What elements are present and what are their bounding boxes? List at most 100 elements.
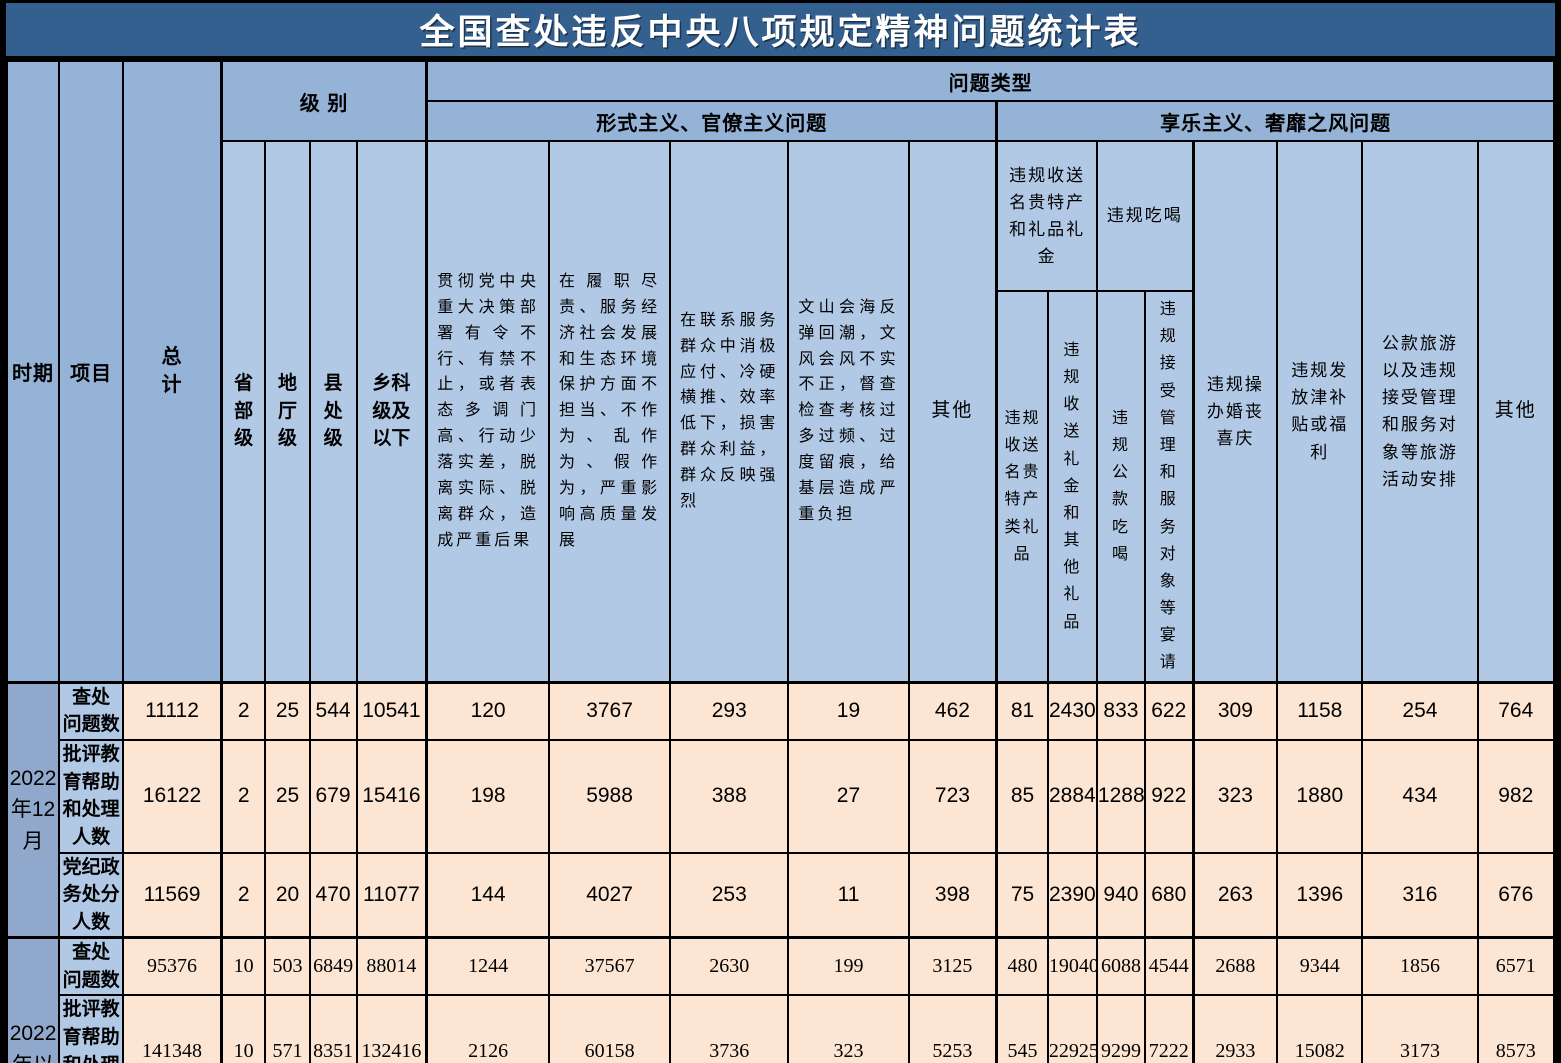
value-cell: 144: [425, 851, 550, 939]
table-row: 2022 年以 来 查处 问题数 95376105036849880141244…: [5, 936, 1556, 1063]
value-cell: 4027: [547, 851, 672, 939]
header-dining-public-funds: 违规公款吃喝: [1095, 289, 1146, 684]
value-cell: 1158: [1276, 680, 1364, 741]
value-cell: 571: [264, 994, 311, 1063]
value-cell: 434: [1361, 738, 1479, 854]
value-cell: 27: [787, 738, 910, 854]
header-gifts-group: 违规收送名贵特产和礼品礼金: [995, 140, 1098, 292]
table-row: 2022 年12 月 查处 问题数 11112 2 25 544 10541 120 376…: [5, 680, 1556, 939]
header-formalism-col-4: 文山会海反弹回潮，文风会风不实不正，督查检查考核过多过频、过度留痕，给基层造成严…: [787, 139, 910, 684]
value-cell: 120: [425, 680, 550, 741]
value-cell: 2933: [1191, 994, 1279, 1063]
header-period: 时期: [5, 59, 61, 684]
value-cell: 10541: [355, 680, 428, 741]
value-cell: 198: [425, 738, 550, 854]
header-formalism-group: 形式主义、官僚主义问题: [425, 100, 998, 142]
value-cell: 3736: [669, 994, 790, 1063]
value-cell: 20: [264, 851, 311, 939]
value-cell: 8351: [308, 994, 358, 1063]
value-cell: 16122: [122, 738, 223, 854]
item-cell: 批评教 育帮助 和处理 人数: [58, 994, 125, 1063]
header-total: 总 计: [122, 59, 223, 684]
value-cell: 544: [308, 680, 358, 741]
value-cell: 309: [1191, 680, 1279, 741]
value-cell: 1244: [425, 936, 550, 997]
header-dining-banquets: 违规接受管理和服务对象等宴请: [1143, 289, 1195, 684]
value-cell: 5988: [547, 738, 672, 854]
value-cell: 19040: [1046, 936, 1098, 997]
value-cell: 11112: [122, 680, 223, 741]
value-cell: 764: [1476, 680, 1556, 741]
value-cell: 3125: [907, 936, 998, 997]
value-cell: 10: [219, 994, 267, 1063]
value-cell: 316: [1361, 851, 1479, 939]
value-cell: 81: [995, 680, 1049, 741]
value-cell: 25: [264, 680, 311, 741]
value-cell: 6849: [308, 936, 358, 997]
header-level-township: 乡科 级及 以下: [355, 139, 428, 684]
header-gifts-cash: 违规收送礼金和其他礼品: [1046, 289, 1098, 684]
value-cell: 15082: [1276, 994, 1364, 1063]
value-cell: 2: [219, 851, 267, 939]
item-cell: 批评教 育帮助 和处理 人数: [58, 738, 125, 854]
value-cell: 7222: [1143, 994, 1195, 1063]
value-cell: 1396: [1276, 851, 1364, 939]
value-cell: 254: [1361, 680, 1479, 741]
header-level-group: 级 别: [219, 60, 428, 142]
value-cell: 2688: [1191, 936, 1279, 997]
statistics-table: 时期 项目 总 计 级 别 问题类型 形式主义、官僚主义问题 享乐主义、奢靡之风…: [5, 59, 1556, 1063]
value-cell: 25: [264, 738, 311, 854]
value-cell: 132416: [355, 994, 428, 1063]
value-cell: 75: [995, 851, 1049, 939]
item-cell: 查处 问题数: [58, 936, 125, 997]
header-hedonism-other: 其他: [1476, 139, 1556, 684]
header-level-province: 省 部 级: [219, 139, 267, 684]
value-cell: 323: [787, 994, 910, 1063]
header-public-travel: 公款旅游以及违规接受管理和服务对象等旅游活动安排: [1361, 139, 1479, 684]
value-cell: 253: [669, 851, 790, 939]
value-cell: 8573: [1476, 994, 1556, 1063]
value-cell: 679: [308, 738, 358, 854]
header-gifts-specialty: 违规收送名贵特产类礼品: [995, 289, 1049, 684]
value-cell: 293: [669, 680, 790, 741]
value-cell: 11569: [122, 851, 223, 939]
header-item: 项目: [58, 59, 125, 684]
value-cell: 982: [1476, 738, 1556, 854]
header-allowances: 违规发放津补贴或福利: [1276, 139, 1364, 684]
header-level-prefecture: 地 厅 级: [264, 139, 311, 684]
value-cell: 2630: [669, 936, 790, 997]
value-cell: 622: [1143, 680, 1195, 741]
value-cell: 9299: [1095, 994, 1146, 1063]
value-cell: 22925: [1046, 994, 1098, 1063]
item-cell: 党纪政 务处分 人数: [58, 851, 125, 939]
header-problem-type: 问题类型: [425, 60, 1556, 102]
value-cell: 1288: [1095, 738, 1146, 854]
value-cell: 940: [1095, 851, 1146, 939]
value-cell: 19: [787, 680, 910, 741]
value-cell: 398: [907, 851, 998, 939]
value-cell: 6088: [1095, 936, 1146, 997]
value-cell: 85: [995, 738, 1049, 854]
value-cell: 5253: [907, 994, 998, 1063]
value-cell: 15416: [355, 738, 428, 854]
header-dining-group: 违规吃喝: [1095, 140, 1195, 292]
period-cell: 2022 年以 来: [5, 936, 61, 1063]
table-row: 党纪政 务处分 人数 11569 2 20 470 11077 144 4027 253 11 3…: [7, 851, 1556, 939]
value-cell: 10: [219, 936, 267, 997]
value-cell: 2126: [425, 994, 550, 1063]
page-title: 全国查处违反中央八项规定精神问题统计表: [6, 3, 1555, 56]
value-cell: 4544: [1143, 936, 1195, 997]
value-cell: 37567: [547, 936, 672, 997]
value-cell: 3173: [1361, 994, 1479, 1063]
value-cell: 60158: [547, 994, 672, 1063]
table-row: 批评教 育帮助 和处理 人数 16122 2 25 679 15416 198 5988 38…: [7, 738, 1556, 854]
header-wedding-funeral: 违规操办婚丧喜庆: [1191, 139, 1279, 684]
value-cell: 470: [308, 851, 358, 939]
value-cell: 11077: [355, 851, 428, 939]
value-cell: 462: [907, 680, 998, 741]
value-cell: 141348: [122, 994, 223, 1063]
value-cell: 2390: [1046, 851, 1098, 939]
value-cell: 9344: [1276, 936, 1364, 997]
period-cell: 2022 年12 月: [5, 680, 61, 939]
